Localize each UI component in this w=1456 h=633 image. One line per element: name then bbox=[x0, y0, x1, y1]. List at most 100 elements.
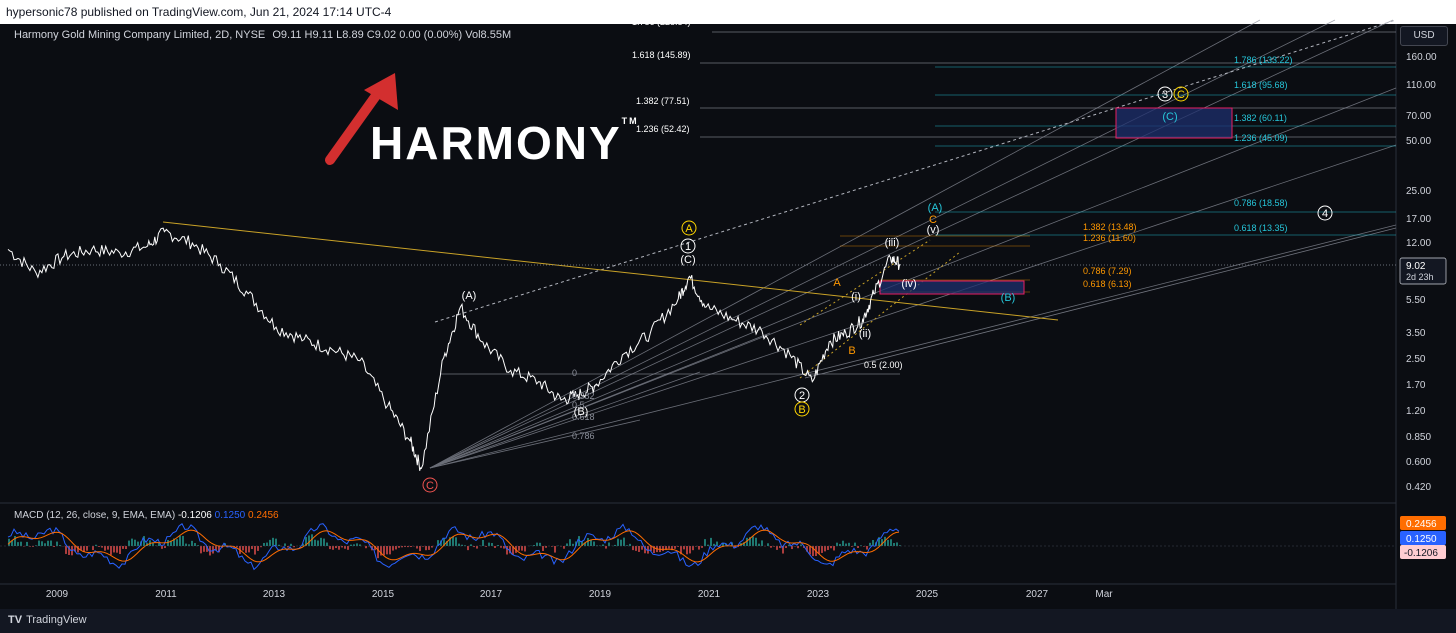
fan-786: 0.786 bbox=[572, 431, 595, 441]
macd-histogram-bar bbox=[779, 546, 781, 549]
macd-histogram-bar bbox=[650, 546, 652, 551]
macd-histogram-bar bbox=[839, 543, 841, 546]
macd-label: MACD (12, 26, close, 9, EMA, EMA) bbox=[14, 510, 176, 521]
macd-histogram-bar bbox=[626, 545, 628, 546]
macd-histogram-bar bbox=[323, 538, 325, 546]
macd-histogram-bar bbox=[275, 538, 277, 546]
wave-1: 1 bbox=[685, 241, 691, 253]
fan-0: 0 bbox=[572, 368, 577, 378]
macd-histogram-bar bbox=[536, 542, 538, 546]
macd-histogram-bar bbox=[197, 545, 199, 546]
macd-histogram-bar bbox=[443, 537, 445, 546]
last-price-badge bbox=[1399, 257, 1447, 285]
macd-histogram-bar bbox=[692, 546, 694, 551]
macd-histogram-bar bbox=[293, 546, 295, 548]
price-tick-2.5: 2.50 bbox=[1406, 354, 1426, 365]
macd-histogram-bar bbox=[680, 546, 682, 555]
macd-histogram-bar bbox=[683, 546, 685, 550]
macd-histogram-bar bbox=[788, 544, 790, 546]
macd-histogram-bar bbox=[68, 546, 70, 556]
macd-histogram-bar bbox=[455, 537, 457, 546]
macd-histogram-bar bbox=[8, 538, 10, 546]
macd-histogram-bar bbox=[689, 546, 691, 554]
price-tick-160: 160.00 bbox=[1406, 52, 1437, 63]
macd-histogram-bar bbox=[335, 546, 337, 549]
wave-b-yellow: B bbox=[798, 404, 805, 416]
macd-histogram-bar bbox=[668, 546, 670, 549]
macd-histogram-bar bbox=[188, 544, 190, 546]
wave-i: (i) bbox=[851, 291, 861, 303]
macd-histogram-bar bbox=[14, 536, 16, 546]
macd-histogram-bar bbox=[845, 543, 847, 546]
fib-lines-white bbox=[700, 31, 1396, 138]
macd-histogram-bar bbox=[341, 546, 343, 548]
brand-text: TradingView bbox=[26, 614, 87, 626]
macd-histogram-bar bbox=[386, 546, 388, 555]
macd-histogram-bar bbox=[707, 544, 709, 546]
macd-histogram-bar bbox=[338, 546, 340, 550]
wave-iv: (iv) bbox=[901, 278, 916, 290]
macd-histogram-bar bbox=[887, 539, 889, 546]
macd-histogram-bar bbox=[509, 546, 511, 554]
macd-histogram-bar bbox=[191, 540, 193, 546]
macd-histogram-bar bbox=[50, 540, 52, 546]
tradingview-brand[interactable]: TV TradingView bbox=[8, 614, 87, 626]
tv-logo-icon: TV bbox=[8, 614, 23, 626]
macd-histogram-bar bbox=[35, 545, 37, 546]
macd-histogram-bar bbox=[347, 546, 349, 550]
macd-histogram-bar bbox=[785, 546, 787, 549]
macd-histogram-bar bbox=[158, 542, 160, 546]
macd-histogram-bar bbox=[419, 546, 421, 552]
fib-white-2: 1.382 (77.51) bbox=[636, 96, 690, 106]
macd-histogram-bar bbox=[578, 536, 580, 546]
currency-button[interactable]: USD bbox=[1400, 26, 1448, 46]
wave-a-yellow: A bbox=[685, 223, 693, 235]
macd-histogram-bar bbox=[143, 536, 145, 546]
orange-dotted-channel-2 bbox=[799, 239, 931, 326]
macd-histogram-bar bbox=[734, 546, 736, 549]
macd-histogram-bar bbox=[464, 545, 466, 546]
macd-histogram-bar bbox=[524, 546, 526, 552]
macd-histogram-bar bbox=[542, 546, 544, 551]
macd-histogram-bar bbox=[851, 546, 853, 547]
time-tick-2015: 2015 bbox=[372, 589, 395, 600]
macd-histogram-bar bbox=[395, 546, 397, 550]
macd-histogram-bar bbox=[722, 542, 724, 546]
price-tick-70: 70.00 bbox=[1406, 111, 1431, 122]
macd-histogram-bar bbox=[254, 546, 256, 555]
macd-histogram-bar bbox=[485, 546, 487, 547]
macd-histogram-bar bbox=[602, 544, 604, 546]
macd-histogram-bar bbox=[776, 546, 778, 550]
wave-a-white: (A) bbox=[462, 290, 477, 302]
macd-histogram-bar bbox=[518, 546, 520, 551]
macd-histogram-bar bbox=[482, 539, 484, 546]
macd-histogram-bar bbox=[137, 541, 139, 546]
price-tick-0.42: 0.420 bbox=[1406, 482, 1431, 493]
macd-histogram-bar bbox=[416, 546, 418, 549]
price-tick-12: 12.00 bbox=[1406, 238, 1431, 249]
macd-histogram-bar bbox=[470, 544, 472, 546]
fan-618: 0.618 bbox=[572, 412, 595, 422]
macd-histogram-bar bbox=[866, 546, 868, 550]
macd-histogram-bar bbox=[95, 544, 97, 546]
macd-histogram-bar bbox=[431, 546, 433, 548]
macd-histogram-bar bbox=[110, 546, 112, 555]
macd-hist-badge bbox=[1400, 545, 1446, 559]
price-tick-0.85: 0.850 bbox=[1406, 432, 1431, 443]
macd-histogram-bar bbox=[473, 546, 475, 548]
fib-cyan-4: 0.786 (18.58) bbox=[1234, 198, 1288, 208]
macd-histogram-bar bbox=[716, 541, 718, 546]
macd-histogram-bar bbox=[638, 546, 640, 552]
macd-histogram-bar bbox=[359, 544, 361, 546]
price-tick-0.6: 0.600 bbox=[1406, 457, 1431, 468]
macd-histogram-bar bbox=[842, 540, 844, 546]
macd-histogram-bar bbox=[17, 542, 19, 546]
publish-line: hypersonic78 published on TradingView.co… bbox=[6, 5, 392, 19]
macd-histogram-bar bbox=[452, 536, 454, 546]
macd-histogram-bar bbox=[767, 543, 769, 546]
low-value: 8.89 bbox=[342, 29, 364, 41]
macd-histogram-bar bbox=[587, 537, 589, 546]
macd-histogram-bar bbox=[506, 546, 508, 555]
macd-histogram-bar bbox=[596, 545, 598, 546]
